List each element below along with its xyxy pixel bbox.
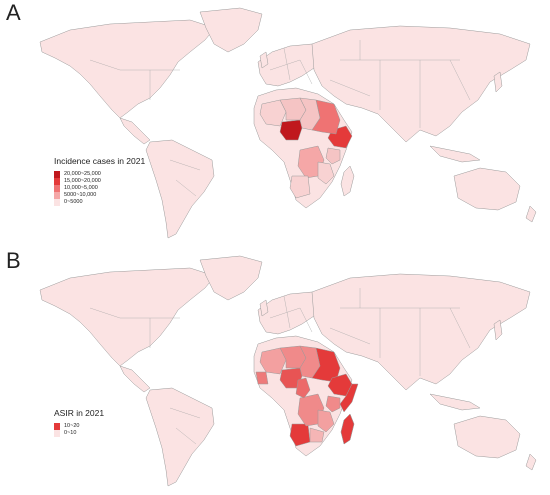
legend-swatch (54, 423, 60, 430)
legend-swatch (54, 199, 60, 206)
country-border (169, 159, 201, 171)
legend-swatch (54, 430, 60, 437)
europe-landmass (257, 291, 321, 335)
region-chad (299, 345, 321, 379)
legend-label: 10,000~5,000 (64, 185, 98, 191)
uk-landmass (259, 51, 269, 69)
region-zambia (309, 427, 325, 443)
country-border (169, 407, 201, 419)
region-mali (259, 99, 287, 127)
legend-label: 5000~10,000 (64, 192, 97, 198)
country-border (329, 79, 371, 97)
legend-label: 15,000~20,000 (64, 178, 101, 184)
world-map-a (39, 7, 537, 239)
japan-landmass (493, 71, 503, 93)
region-kenya (325, 147, 341, 165)
legend-swatch (54, 185, 60, 192)
country-border (299, 59, 313, 85)
europe-landmass (257, 43, 321, 87)
south-america-landmass (145, 139, 215, 239)
country-border (449, 59, 471, 101)
greenland-landmass (199, 7, 263, 53)
legend-label: 10~20 (64, 423, 80, 429)
australia-landmass (453, 167, 521, 211)
country-border (283, 295, 291, 329)
new-zealand-landmass (525, 453, 537, 471)
new-zealand-landmass (525, 205, 537, 223)
legend-item-b: 10~20 (54, 423, 104, 430)
country-border (175, 179, 197, 197)
central-america-landmass (119, 365, 151, 393)
legend-item-a: 0~5000 (54, 199, 145, 206)
map-panel-b: B ASIR in 2021 10~20 0~10 (0, 248, 550, 495)
region-kenya (325, 395, 341, 413)
legend-swatch (54, 192, 60, 199)
asia-landmass (311, 25, 531, 143)
south-america-landmass (145, 387, 215, 487)
region-tanzania (317, 409, 335, 433)
region-chad (299, 97, 321, 131)
legend-label: 0~5000 (64, 199, 83, 205)
japan-landmass (493, 319, 503, 341)
legend-label: 20,000~25,000 (64, 171, 101, 177)
legend-item-a: 10,000~5,000 (54, 185, 145, 192)
legend-items-a: 20,000~25,000 15,000~20,000 10,000~5,000 50… (54, 171, 145, 206)
asia-landmass (311, 273, 531, 391)
madagascar-landmass (340, 165, 355, 197)
region-cameroon (295, 377, 311, 399)
country-border (89, 307, 121, 319)
country-border (269, 307, 301, 319)
region-angola (289, 175, 311, 199)
country-border (449, 307, 471, 349)
legend-label: 0~10 (64, 430, 77, 436)
legend-item-a: 15,000~20,000 (54, 178, 145, 185)
legend-swatch (54, 171, 60, 178)
region-mali (259, 347, 287, 375)
indonesia-landmass (429, 145, 481, 163)
region-madagascar (340, 413, 355, 445)
region-tanzania (317, 161, 335, 185)
region-angola (289, 423, 311, 447)
legend-b: ASIR in 2021 10~20 0~10 (54, 408, 104, 437)
legend-swatch (54, 178, 60, 185)
legend-title-a: Incidence cases in 2021 (54, 156, 146, 166)
map-panel-a: A Incidence cases in 2021 20,000~25,000 1… (0, 0, 550, 247)
panel-label-a: A (6, 0, 21, 25)
region-guinea (255, 371, 269, 385)
indonesia-landmass (429, 393, 481, 411)
country-border (283, 47, 291, 81)
uk-landmass (259, 299, 269, 317)
panel-label-b: B (6, 248, 21, 273)
greenland-landmass (199, 255, 263, 301)
legend-title-b: ASIR in 2021 (54, 408, 105, 418)
country-border (329, 327, 371, 345)
world-map-b (39, 255, 537, 487)
central-america-landmass (119, 117, 151, 145)
legend-item-b: 0~10 (54, 430, 104, 437)
country-border (299, 307, 313, 333)
australia-landmass (453, 415, 521, 459)
country-border (269, 59, 301, 71)
legend-a: Incidence cases in 2021 20,000~25,000 15,… (54, 156, 145, 206)
north-america-landmass (39, 267, 216, 367)
legend-item-a: 20,000~25,000 (54, 171, 145, 178)
legend-item-a: 5000~10,000 (54, 192, 145, 199)
legend-items-b: 10~20 0~10 (54, 423, 104, 437)
north-america-landmass (39, 19, 216, 119)
country-border (89, 59, 121, 71)
country-border (175, 427, 197, 445)
